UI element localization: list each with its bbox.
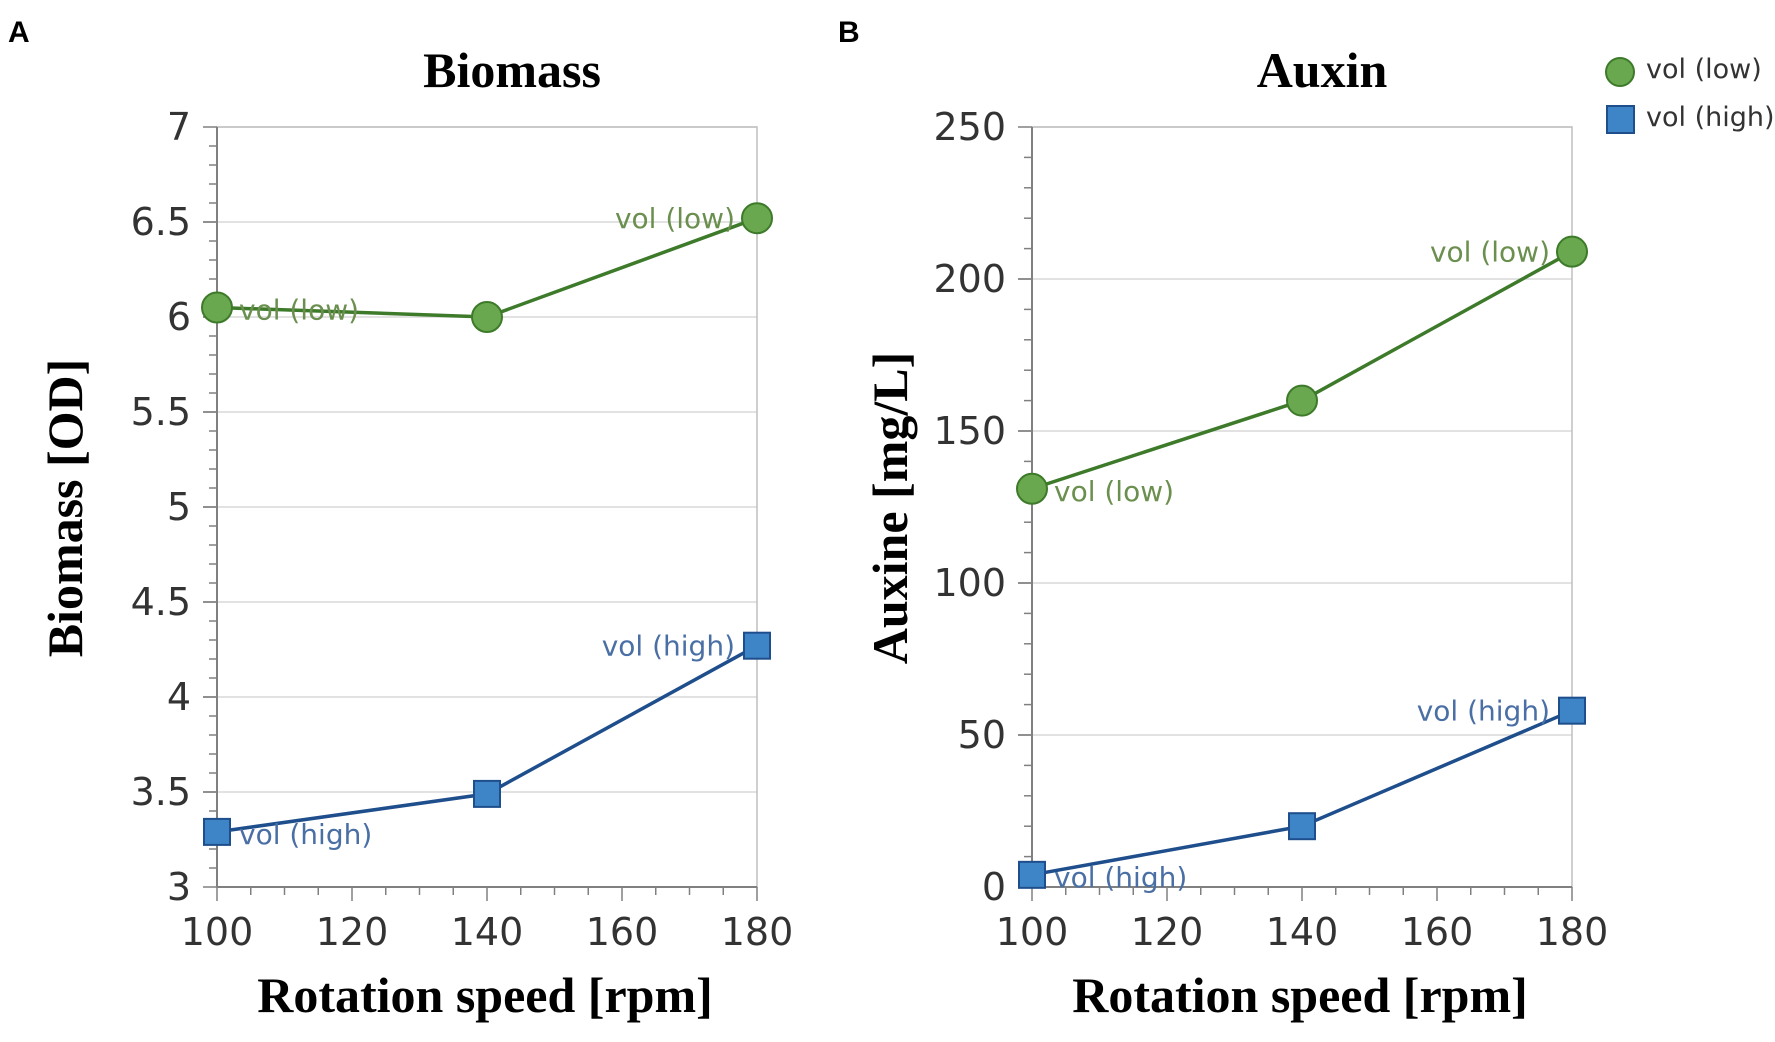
legend: vol (low) vol (high) bbox=[1605, 54, 1775, 134]
y-tick-label: 0 bbox=[982, 865, 1006, 909]
x-tick-label: 120 bbox=[316, 910, 389, 954]
series-line bbox=[1031, 250, 1573, 491]
data-point bbox=[1018, 860, 1046, 889]
data-label: vol (low) bbox=[1430, 236, 1550, 269]
x-tick-label: 160 bbox=[586, 910, 659, 954]
data-label: vol (high) bbox=[1417, 695, 1550, 728]
data-point bbox=[1556, 235, 1588, 268]
data-label: vol (high) bbox=[1054, 861, 1187, 894]
legend-marker-low bbox=[1605, 57, 1635, 87]
x-tick-label: 180 bbox=[721, 910, 794, 954]
legend-label-low: vol (low) bbox=[1646, 54, 1762, 85]
y-axis-label: Auxine [mg/L] bbox=[862, 352, 918, 665]
x-tick-label: 160 bbox=[1401, 910, 1474, 954]
x-axis-label: Rotation speed [rpm] bbox=[1072, 967, 1528, 1023]
data-point bbox=[203, 817, 231, 846]
x-tick-label: 140 bbox=[451, 910, 524, 954]
y-tick-label: 6.5 bbox=[131, 200, 191, 244]
data-label: vol (high) bbox=[602, 630, 735, 663]
data-point bbox=[1558, 696, 1586, 725]
data-point bbox=[471, 301, 503, 333]
legend-marker-high bbox=[1606, 105, 1635, 134]
data-point bbox=[201, 291, 233, 324]
chart-auxin: Auxin Rotation speed [rpm] Auxine [mg/L]… bbox=[862, 42, 1608, 1023]
data-label: vol (high) bbox=[239, 818, 372, 851]
y-tick-label: 4.5 bbox=[131, 580, 191, 624]
y-tick-label: 5 bbox=[167, 485, 191, 529]
data-point bbox=[1016, 472, 1048, 505]
panel-letter-b: B bbox=[838, 16, 860, 49]
data-label: vol (low) bbox=[615, 202, 735, 235]
legend-label-high: vol (high) bbox=[1646, 102, 1775, 133]
data-point bbox=[743, 631, 771, 660]
x-tick-label: 140 bbox=[1266, 910, 1339, 954]
y-tick-label: 4 bbox=[167, 675, 191, 719]
x-tick-label: 100 bbox=[181, 910, 254, 954]
y-tick-label: 3.5 bbox=[131, 770, 191, 814]
x-tick-label: 100 bbox=[996, 910, 1069, 954]
chart-title: Auxin bbox=[1257, 42, 1388, 98]
x-axis-label: Rotation speed [rpm] bbox=[257, 967, 713, 1023]
data-point bbox=[473, 779, 501, 808]
chart-biomass: Biomass Rotation speed [rpm] Biomass [OD… bbox=[37, 42, 793, 1023]
data-point bbox=[1286, 384, 1318, 417]
y-tick-label: 7 bbox=[167, 105, 191, 149]
y-tick-label: 200 bbox=[933, 257, 1006, 301]
y-tick-label: 6 bbox=[167, 295, 191, 339]
y-tick-label: 150 bbox=[933, 409, 1006, 453]
data-point bbox=[741, 202, 773, 235]
panel-letter-a: A bbox=[8, 16, 30, 49]
y-axis-label: Biomass [OD] bbox=[37, 359, 93, 658]
chart-title: Biomass bbox=[423, 42, 601, 98]
y-tick-label: 50 bbox=[958, 713, 1006, 757]
y-tick-label: 3 bbox=[167, 865, 191, 909]
data-label: vol (low) bbox=[1054, 475, 1174, 508]
x-tick-label: 120 bbox=[1131, 910, 1204, 954]
data-point bbox=[1288, 812, 1316, 841]
y-tick-label: 5.5 bbox=[131, 390, 191, 434]
x-tick-label: 180 bbox=[1536, 910, 1609, 954]
data-label: vol (low) bbox=[239, 294, 359, 327]
y-tick-label: 100 bbox=[933, 561, 1006, 605]
y-tick-label: 250 bbox=[933, 105, 1006, 149]
